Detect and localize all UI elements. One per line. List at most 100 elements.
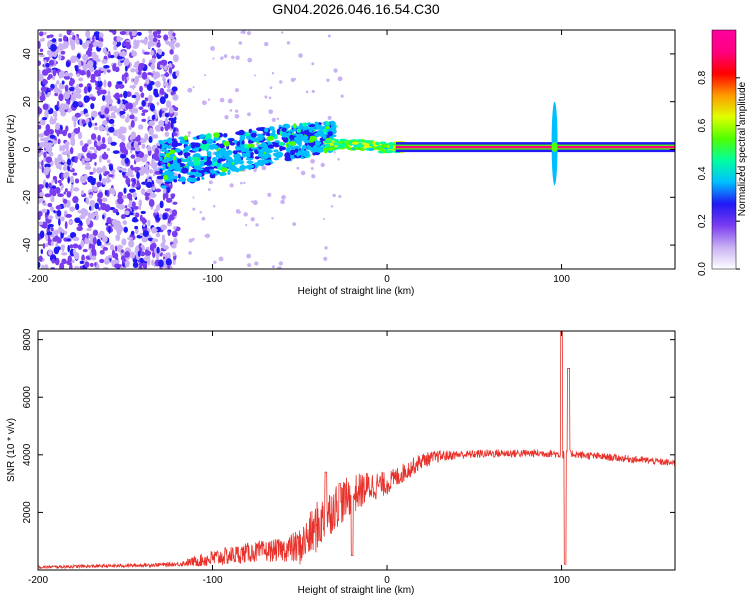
noise-blob bbox=[160, 126, 164, 132]
noise-blob bbox=[142, 58, 146, 64]
noise-blob bbox=[44, 193, 52, 198]
signal-blob bbox=[193, 142, 201, 148]
noise-blob bbox=[76, 73, 80, 78]
noise-blob bbox=[132, 167, 139, 171]
noise-blob bbox=[63, 202, 67, 208]
noise-blob bbox=[152, 173, 156, 177]
noise-blob bbox=[168, 78, 172, 86]
noise-blob bbox=[104, 204, 111, 212]
noise-blob bbox=[124, 65, 128, 72]
noise-blob bbox=[59, 262, 65, 269]
noise-blob bbox=[67, 244, 71, 253]
noise-blob bbox=[109, 54, 115, 59]
noise-blob bbox=[82, 209, 89, 217]
noise-blob bbox=[84, 112, 89, 118]
transition-blob bbox=[381, 144, 389, 148]
noise-blob bbox=[55, 205, 62, 210]
signal-blob bbox=[201, 176, 205, 180]
noise-blob bbox=[175, 70, 180, 77]
noise-blob bbox=[44, 163, 51, 169]
noise-blob bbox=[167, 230, 171, 236]
noise-blob bbox=[106, 69, 111, 73]
noise-blob bbox=[39, 48, 44, 53]
faint-blob bbox=[252, 200, 258, 206]
noise-blob bbox=[147, 219, 151, 227]
noise-blob bbox=[155, 112, 158, 120]
noise-blob bbox=[72, 172, 78, 176]
noise-blob bbox=[41, 92, 45, 100]
noise-blob bbox=[121, 238, 127, 246]
noise-blob bbox=[108, 126, 115, 133]
noise-blob bbox=[101, 153, 109, 160]
noise-blob bbox=[121, 134, 126, 142]
transition-blob bbox=[368, 147, 375, 151]
noise-blob bbox=[84, 261, 90, 268]
noise-blob bbox=[98, 230, 105, 238]
noise-blob bbox=[55, 186, 61, 195]
noise-blob bbox=[108, 164, 114, 171]
noise-blob bbox=[141, 109, 149, 113]
noise-blob bbox=[158, 120, 165, 127]
noise-blob bbox=[114, 66, 120, 73]
noise-blob bbox=[42, 222, 48, 229]
noise-blob bbox=[152, 37, 158, 43]
noise-blob bbox=[140, 210, 146, 215]
faint-blob bbox=[278, 261, 283, 266]
noise-blob bbox=[52, 110, 58, 118]
noise-blob bbox=[114, 245, 118, 252]
faint-blob bbox=[281, 195, 286, 200]
signal-blob bbox=[254, 156, 260, 160]
noise-blob bbox=[47, 202, 53, 208]
signal-blob bbox=[190, 174, 196, 178]
signal-blob bbox=[292, 123, 297, 129]
noise-blob bbox=[120, 249, 124, 253]
signal-blob bbox=[205, 133, 212, 140]
noise-blob bbox=[63, 75, 71, 80]
noise-blob bbox=[65, 125, 69, 132]
noise-blob bbox=[45, 182, 49, 189]
noise-blob bbox=[40, 86, 47, 92]
noise-blob bbox=[117, 98, 121, 105]
faint-blob bbox=[212, 57, 215, 60]
signal-blob bbox=[167, 162, 171, 167]
signal-blob bbox=[268, 126, 275, 131]
noise-blob bbox=[89, 146, 96, 150]
signal-blob bbox=[261, 159, 270, 164]
faint-blob bbox=[202, 216, 205, 220]
noise-blob bbox=[139, 166, 146, 172]
signal-blob bbox=[330, 125, 337, 130]
noise-blob bbox=[164, 112, 170, 118]
signal-blob bbox=[273, 149, 279, 153]
noise-blob bbox=[70, 139, 76, 147]
faint-blob bbox=[235, 109, 239, 113]
noise-blob bbox=[38, 124, 42, 130]
noise-blob bbox=[145, 195, 150, 201]
noise-blob bbox=[50, 240, 54, 247]
noise-blob bbox=[130, 78, 134, 83]
noise-blob bbox=[86, 228, 92, 232]
noise-blob bbox=[63, 191, 67, 195]
noise-blob bbox=[143, 37, 148, 45]
colorbar-gradient bbox=[712, 30, 736, 269]
noise-blob bbox=[64, 84, 69, 93]
noise-blob bbox=[174, 116, 177, 121]
noise-blob bbox=[173, 106, 179, 112]
signal-blob bbox=[178, 136, 185, 140]
noise-blob bbox=[155, 80, 161, 88]
noise-blob bbox=[84, 143, 89, 148]
signal-blob bbox=[316, 149, 323, 153]
noise-blob bbox=[38, 90, 41, 98]
signal-blob bbox=[181, 167, 189, 174]
noise-blob bbox=[77, 209, 85, 214]
signal-blob bbox=[208, 144, 216, 150]
noise-blob bbox=[98, 207, 101, 211]
noise-blob bbox=[128, 188, 136, 193]
noise-blob bbox=[168, 67, 173, 74]
noise-blob bbox=[160, 242, 166, 249]
noise-blob bbox=[87, 212, 91, 219]
noise-blob bbox=[87, 139, 92, 145]
signal-blob bbox=[266, 154, 272, 158]
noise-blob bbox=[107, 255, 114, 259]
